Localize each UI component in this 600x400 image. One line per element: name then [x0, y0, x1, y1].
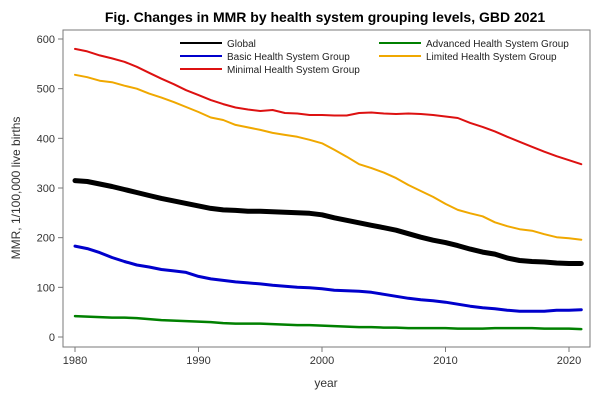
legend-label-limited-health-system-group: Limited Health System Group [426, 52, 557, 63]
x-tick-label: 2020 [557, 355, 581, 367]
y-tick-label: 400 [37, 133, 55, 145]
series-line-minimal-health-system-group [74, 47, 583, 166]
y-tick-label: 600 [37, 34, 55, 46]
series-layer [72, 47, 584, 331]
y-tick-label: 300 [37, 183, 55, 195]
legend-label-global: Global [227, 39, 256, 50]
x-tick-label: 2000 [310, 355, 334, 367]
x-axis: 1980 1990 2000 2010 2020 [63, 347, 581, 367]
y-tick-label: 100 [37, 282, 55, 294]
x-tick-label: 1980 [63, 355, 87, 367]
chart-title: Fig. Changes in MMR by health system gro… [105, 9, 546, 25]
plot-frame [62, 29, 591, 348]
x-axis-label: year [314, 376, 337, 390]
legend-label-advanced-health-system-group: Advanced Health System Group [426, 39, 569, 50]
legend-label-basic-health-system-group: Basic Health System Group [227, 52, 350, 63]
series-line-basic-health-system-group [73, 244, 583, 313]
y-axis-label: MMR, 1/100,000 live births [9, 117, 23, 260]
legend: Global Advanced Health System Group Basic … [180, 39, 569, 76]
y-tick-label: 500 [37, 84, 55, 96]
legend-label-minimal-health-system-group: Minimal Health System Group [227, 65, 360, 76]
y-tick-label: 0 [49, 332, 55, 344]
series-line-global [72, 178, 584, 266]
x-tick-label: 1990 [186, 355, 210, 367]
series-line-advanced-health-system-group [73, 314, 583, 331]
x-tick-label: 2010 [433, 355, 457, 367]
y-tick-label: 200 [37, 233, 55, 245]
series-line-limited-health-system-group [74, 73, 583, 241]
y-axis: 0 100 200 300 400 500 600 [37, 34, 63, 344]
